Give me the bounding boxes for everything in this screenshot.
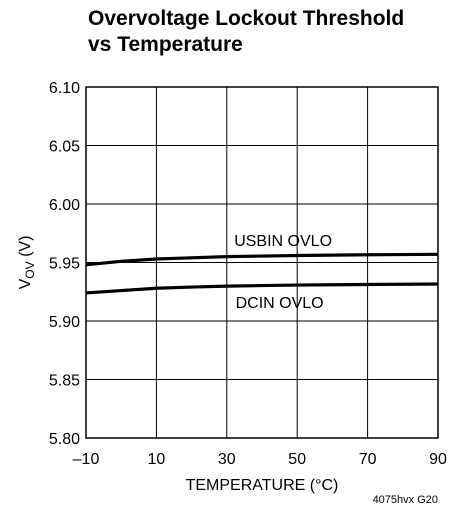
x-tick-label: 10 [148, 451, 166, 468]
y-tick-label: 5.90 [49, 314, 80, 331]
figure-id: 4075hvx G20 [373, 494, 438, 506]
y-axis-label-main: V [17, 278, 34, 289]
x-tick-label: 30 [218, 451, 236, 468]
chart-title-line-2: vs Temperature [88, 33, 243, 56]
chart-title: Overvoltage Lockout Threshold vs Tempera… [88, 6, 448, 58]
tick-labels: 5.80 5.85 5.90 5.95 6.00 6.05 6.10 –10 10 30 50 70 9… [49, 80, 447, 468]
series-label-usbin-ovlo: USBIN OVLO [234, 233, 332, 250]
y-axis-label: VOV (V) [17, 236, 37, 290]
y-axis-label-unit: (V) [17, 236, 34, 262]
x-tick-label: –10 [73, 451, 100, 468]
x-tick-label: 50 [288, 451, 306, 468]
y-axis-label-subscript: OV [23, 261, 37, 278]
y-tick-label: 6.10 [49, 80, 80, 97]
y-tick-label: 6.00 [49, 197, 80, 214]
series-layer [85, 252, 439, 295]
x-axis-label: TEMPERATURE (°C) [186, 477, 339, 494]
y-tick-label: 5.85 [49, 373, 80, 390]
x-tick-label: 70 [359, 451, 377, 468]
series-label-dcin-ovlo: DCIN OVLO [236, 295, 324, 312]
y-tick-label: 6.05 [49, 139, 80, 156]
series-line-usbin-ovlo [85, 252, 439, 267]
plot-frame [85, 86, 439, 439]
grid [85, 86, 439, 439]
chart-title-line-1: Overvoltage Lockout Threshold [88, 7, 405, 30]
y-tick-label: 5.80 [49, 431, 80, 448]
x-tick-label: 90 [429, 451, 447, 468]
y-tick-label: 5.95 [49, 256, 80, 273]
series-line-dcin-ovlo [85, 282, 439, 295]
